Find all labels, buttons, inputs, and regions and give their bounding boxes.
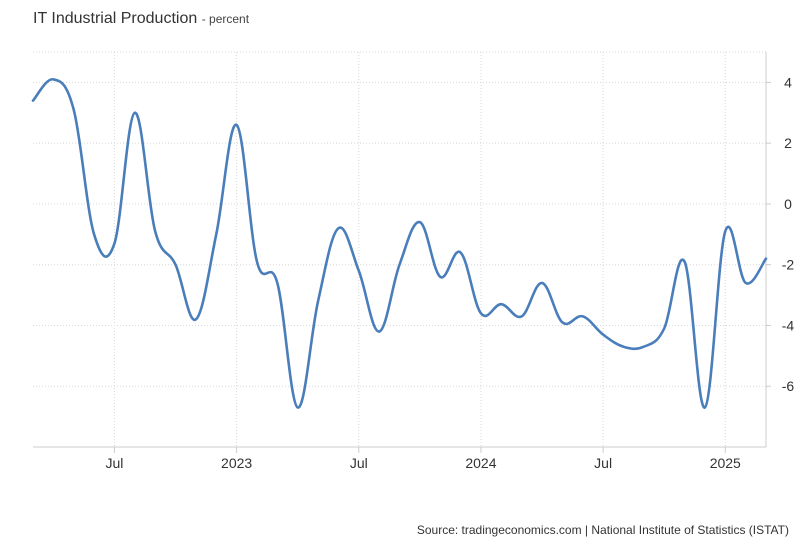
source-text: Source: tradingeconomics.com | National … xyxy=(416,523,789,537)
chart-title: IT Industrial Production - percent xyxy=(33,10,249,28)
y-tick-label: -2 xyxy=(782,257,795,273)
series-line xyxy=(31,78,768,409)
tick-labels: 4 2 0 -2 -4 -6 Jul 2023 Jul 2024 Jul 2025 xyxy=(105,74,794,471)
x-tick-label: 2023 xyxy=(221,455,252,471)
y-tick-label: 2 xyxy=(784,135,792,151)
x-tick-label: 2025 xyxy=(710,455,741,471)
axes xyxy=(33,52,771,453)
chart-title-text: IT Industrial Production xyxy=(33,10,198,27)
x-tick-label: Jul xyxy=(105,455,123,471)
grid xyxy=(33,51,766,447)
series-layer xyxy=(31,78,768,409)
y-tick-label: -4 xyxy=(782,317,795,333)
x-tick-label: Jul xyxy=(350,455,368,471)
y-tick-label: 4 xyxy=(784,74,792,90)
x-tick-label: 2024 xyxy=(465,455,496,471)
x-tick-label: Jul xyxy=(594,455,612,471)
chart-unit: - percent xyxy=(201,12,250,26)
y-tick-label: -6 xyxy=(782,378,795,394)
y-tick-label: 0 xyxy=(784,196,792,212)
